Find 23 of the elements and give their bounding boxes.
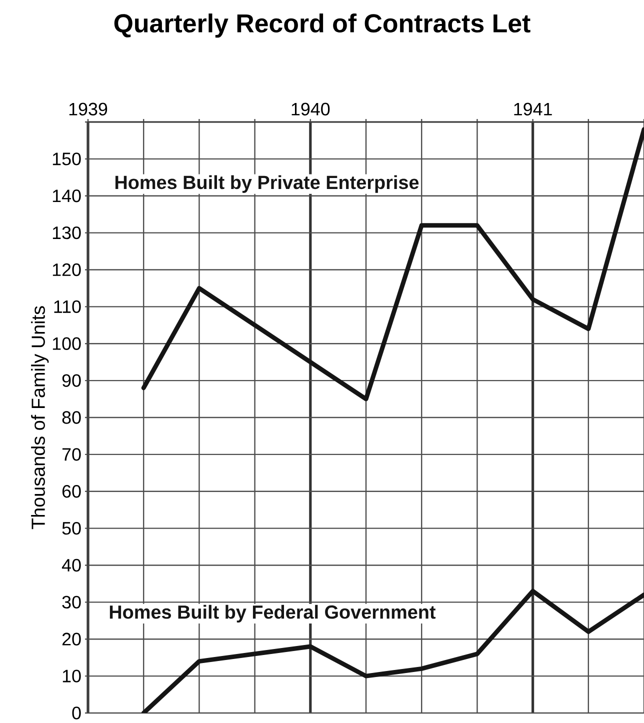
- y-tick-label: 90: [62, 374, 81, 387]
- y-tick-label: 50: [62, 522, 81, 535]
- y-tick-label: 30: [62, 596, 81, 609]
- y-tick-label: 130: [52, 226, 81, 240]
- series-label: Homes Built by Private Enterprise: [115, 175, 419, 193]
- y-axis-title: Thousands of Family Units: [31, 306, 49, 530]
- x-tick-label: 1940: [292, 102, 330, 116]
- chart-title: Quarterly Record of Contracts Let: [114, 14, 530, 38]
- y-tick-label: 20: [62, 632, 81, 646]
- y-tick-label: 140: [52, 190, 81, 202]
- y-tick-label: 40: [62, 558, 81, 572]
- y-tick-label: 80: [62, 411, 81, 424]
- y-tick-label: 110: [54, 300, 81, 314]
- y-tick-label: 70: [62, 448, 81, 461]
- y-tick-label: 60: [62, 485, 81, 498]
- y-tick-label: 150: [52, 152, 81, 166]
- series-label: Homes Built by Federal Government: [110, 604, 436, 623]
- y-tick-label: 10: [62, 670, 81, 682]
- x-tick-label: 1939: [69, 102, 108, 116]
- y-tick-label: 120: [52, 263, 81, 276]
- y-tick-label: 100: [52, 337, 81, 350]
- y-tick-label: 0: [72, 706, 81, 720]
- x-tick-label: 1941: [514, 102, 552, 116]
